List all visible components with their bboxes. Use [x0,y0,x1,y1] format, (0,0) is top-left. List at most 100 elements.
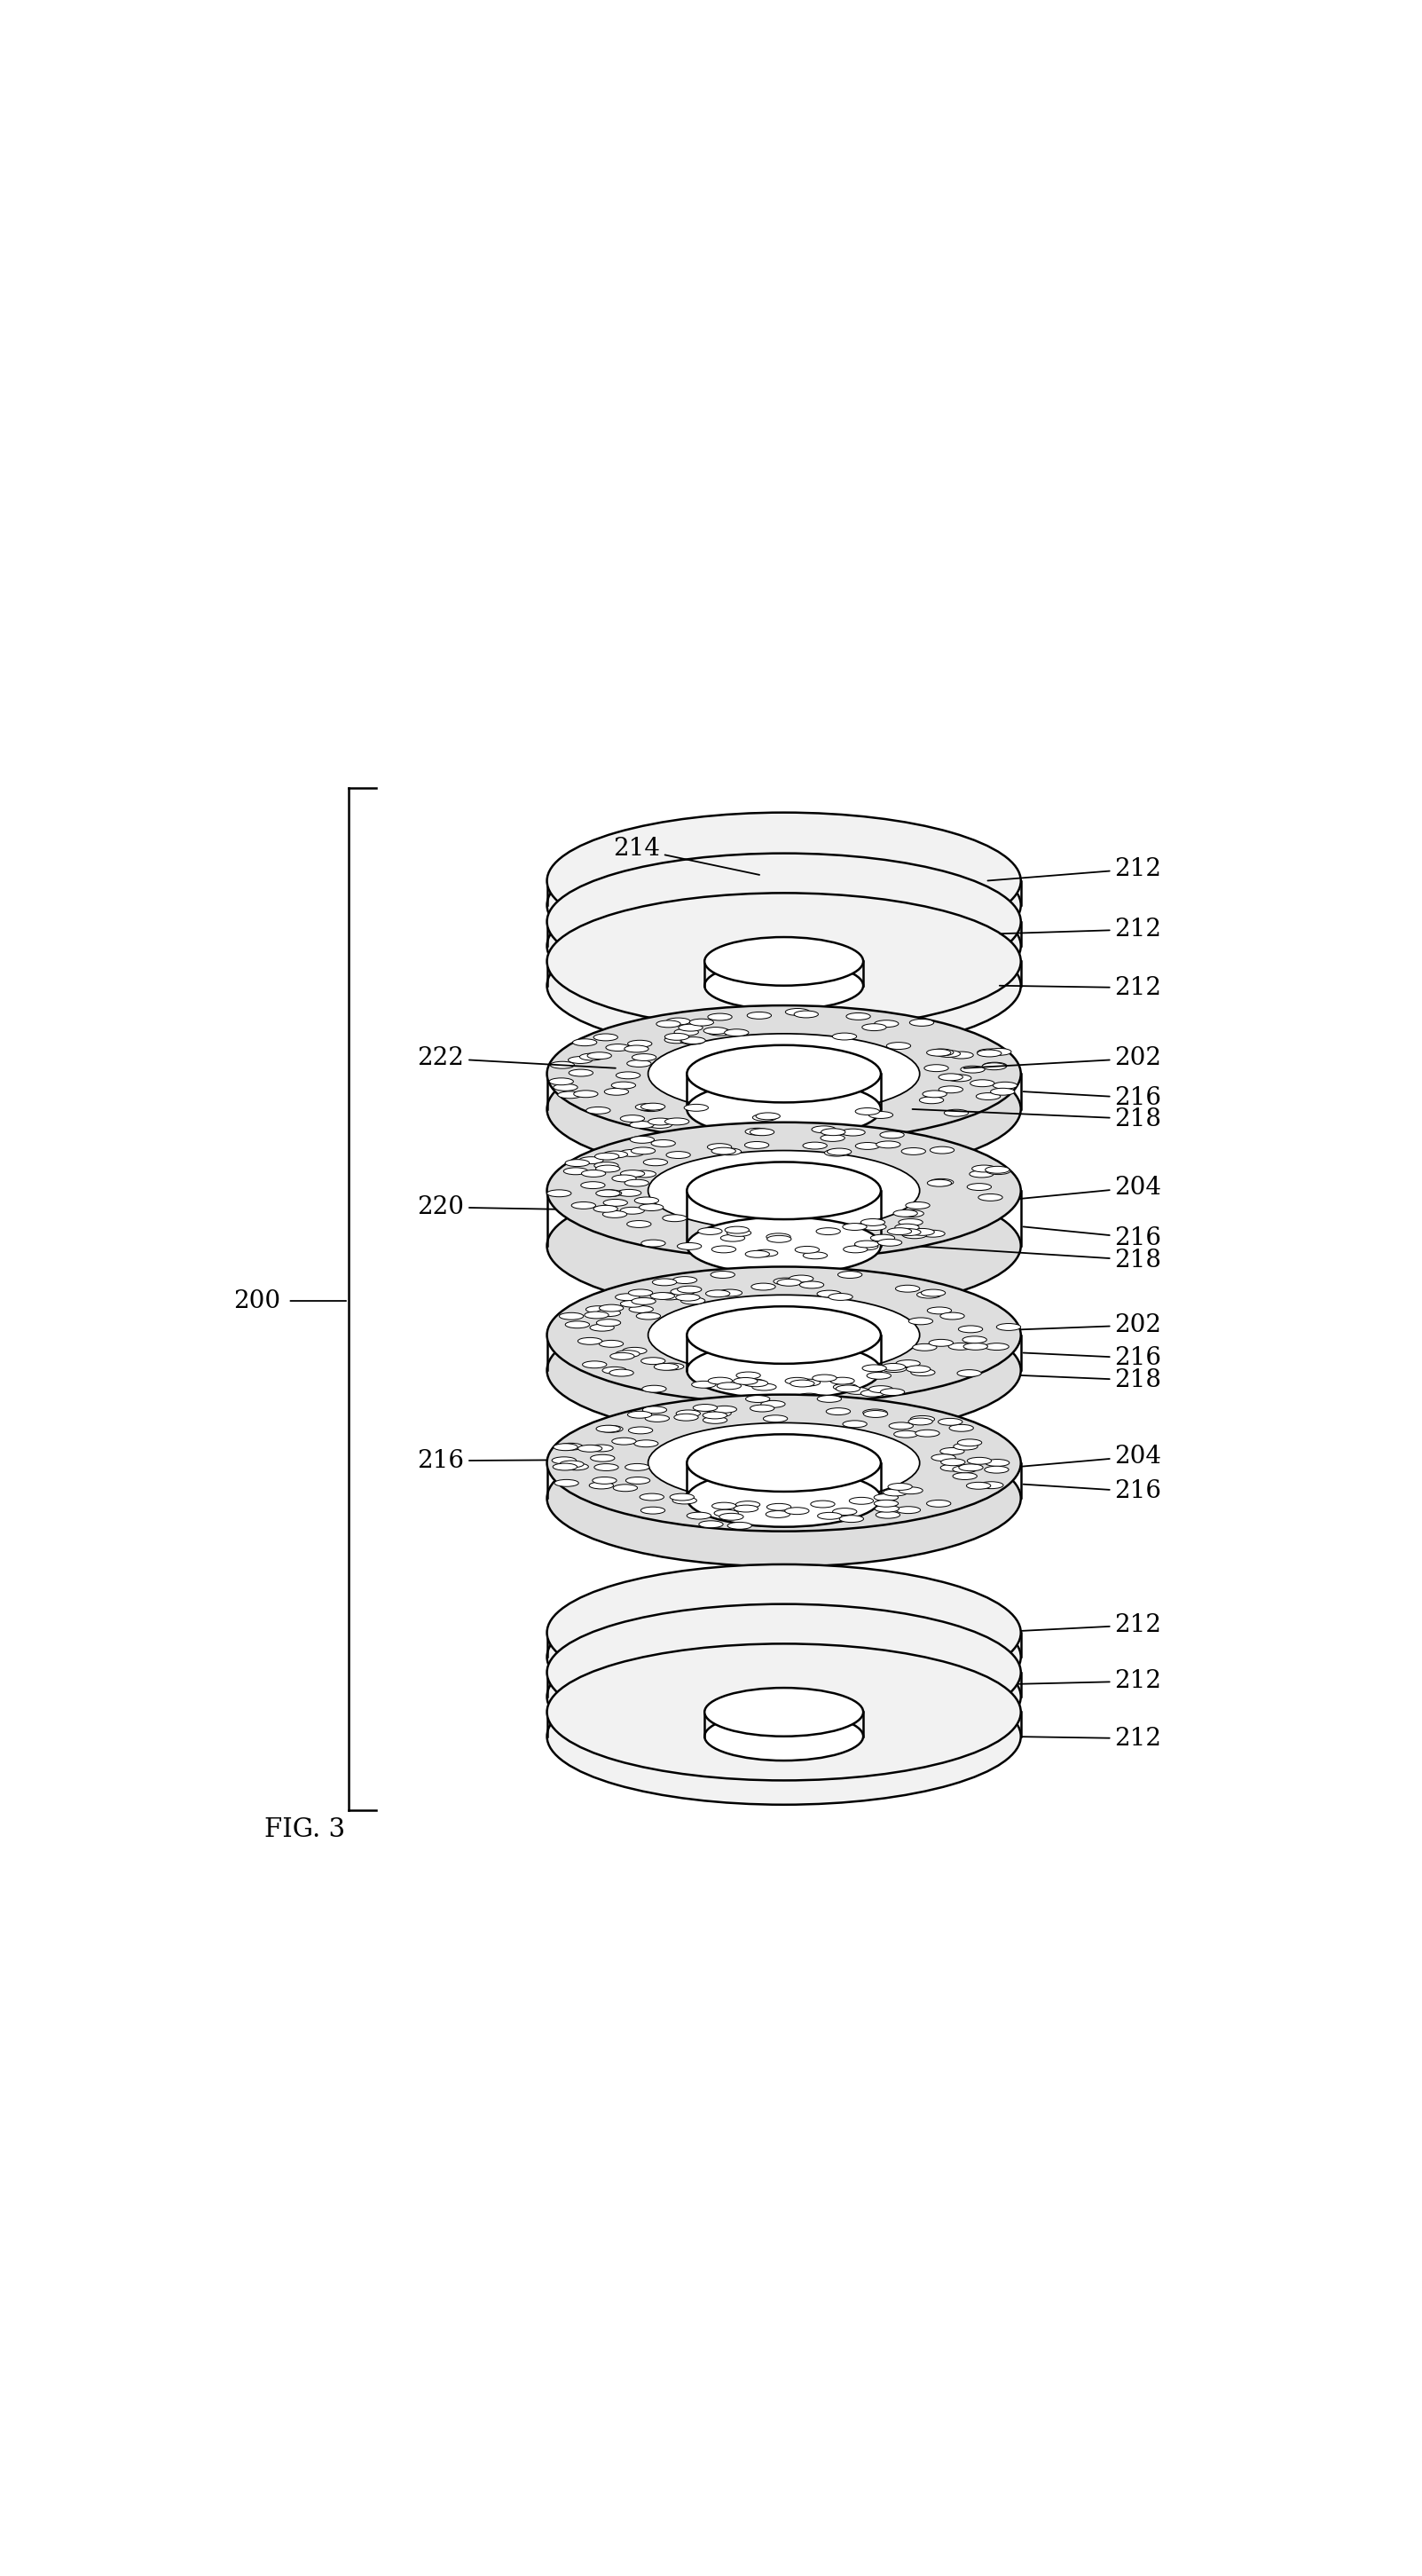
Ellipse shape [863,1409,887,1417]
Ellipse shape [875,1494,899,1502]
Ellipse shape [631,1170,656,1177]
Ellipse shape [616,1293,640,1301]
Text: 218: 218 [913,1247,1162,1273]
Ellipse shape [650,1293,674,1298]
Ellipse shape [547,1190,572,1198]
Ellipse shape [869,1110,893,1118]
Ellipse shape [936,1051,960,1056]
Ellipse shape [939,1087,963,1092]
Ellipse shape [927,1180,951,1188]
Ellipse shape [641,1103,665,1110]
Ellipse shape [880,1131,904,1139]
Text: 216: 216 [1024,1226,1162,1249]
Ellipse shape [711,1146,735,1154]
Ellipse shape [883,1489,907,1497]
Ellipse shape [745,1396,769,1401]
Ellipse shape [766,1236,791,1242]
Text: 204: 204 [964,1175,1162,1203]
Ellipse shape [547,1041,1021,1177]
Ellipse shape [557,1092,582,1097]
Ellipse shape [653,1278,677,1285]
Ellipse shape [704,881,863,930]
Ellipse shape [906,1203,930,1208]
Ellipse shape [577,1445,602,1453]
Ellipse shape [754,1249,778,1257]
Ellipse shape [811,1502,835,1507]
Ellipse shape [725,1226,749,1234]
Ellipse shape [863,1412,887,1417]
Ellipse shape [779,1396,803,1404]
Ellipse shape [909,1417,933,1425]
Ellipse shape [930,1146,954,1154]
Ellipse shape [664,1033,690,1041]
Ellipse shape [687,1306,880,1363]
Ellipse shape [910,1368,936,1376]
Text: 200: 200 [233,1288,280,1314]
Ellipse shape [764,1414,788,1422]
Ellipse shape [547,878,1021,1015]
Ellipse shape [594,1162,619,1170]
Ellipse shape [766,1504,791,1510]
Ellipse shape [634,1440,658,1448]
Ellipse shape [830,1131,855,1139]
Ellipse shape [745,1249,769,1257]
Ellipse shape [774,1278,798,1285]
Ellipse shape [875,1504,899,1512]
Ellipse shape [590,1324,614,1332]
Ellipse shape [704,1713,863,1759]
Ellipse shape [897,1229,921,1236]
Ellipse shape [818,1512,842,1520]
Ellipse shape [741,1378,765,1386]
Ellipse shape [751,1283,775,1291]
Ellipse shape [987,1167,1011,1175]
Ellipse shape [927,1499,951,1507]
Ellipse shape [547,1564,1021,1700]
Ellipse shape [611,1175,636,1182]
Ellipse shape [940,1314,964,1319]
Ellipse shape [970,1079,994,1087]
Ellipse shape [711,1270,735,1278]
Ellipse shape [629,1291,653,1296]
Ellipse shape [596,1190,620,1198]
Ellipse shape [627,1041,651,1048]
Ellipse shape [572,1203,596,1208]
Ellipse shape [620,1115,644,1123]
Ellipse shape [958,1463,983,1471]
Ellipse shape [793,1010,818,1018]
Ellipse shape [876,1141,900,1149]
Ellipse shape [987,1048,1011,1056]
Ellipse shape [737,1373,761,1378]
Ellipse shape [711,1247,737,1252]
Ellipse shape [913,1345,937,1350]
Ellipse shape [900,1211,924,1216]
Ellipse shape [707,1409,731,1417]
Ellipse shape [741,1123,765,1131]
Ellipse shape [680,1038,704,1043]
Ellipse shape [967,1481,991,1489]
Ellipse shape [845,1388,869,1394]
Ellipse shape [818,1396,842,1401]
Ellipse shape [899,1486,923,1494]
Ellipse shape [803,1252,828,1260]
Ellipse shape [906,1365,930,1373]
Ellipse shape [843,1247,867,1252]
Ellipse shape [930,1048,954,1056]
Text: 216: 216 [1024,1087,1162,1110]
Ellipse shape [691,1381,715,1388]
Ellipse shape [547,1605,1021,1741]
Ellipse shape [896,1507,920,1515]
Ellipse shape [903,1231,927,1239]
Ellipse shape [698,1520,724,1528]
Ellipse shape [820,1133,845,1141]
Ellipse shape [599,1340,623,1347]
Ellipse shape [573,1090,597,1097]
Ellipse shape [977,1051,1001,1056]
Ellipse shape [624,1046,648,1054]
Ellipse shape [749,1133,774,1141]
Ellipse shape [735,1502,759,1507]
Ellipse shape [596,1425,620,1432]
Text: 212: 212 [1000,976,1162,999]
Ellipse shape [967,1458,991,1463]
Ellipse shape [643,1386,667,1394]
Ellipse shape [616,1072,640,1079]
